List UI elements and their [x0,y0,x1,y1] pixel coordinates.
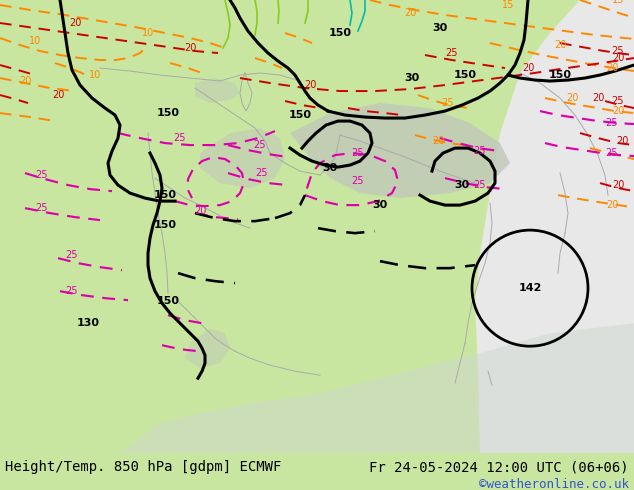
Text: 25: 25 [36,203,48,213]
Text: 20: 20 [194,206,206,216]
Text: 30: 30 [455,180,470,190]
Text: 25: 25 [256,168,268,178]
Text: 150: 150 [153,220,176,230]
Text: 20: 20 [612,180,624,190]
Text: 150: 150 [328,28,351,38]
Text: 20: 20 [554,40,566,50]
Text: 25: 25 [352,176,365,186]
Text: 20: 20 [52,90,64,100]
Text: 25: 25 [474,180,486,190]
Text: 30: 30 [404,73,420,83]
Polygon shape [475,0,634,453]
Polygon shape [200,128,285,188]
Text: 20: 20 [19,76,31,86]
Text: 130: 130 [77,318,100,328]
Text: 150: 150 [157,108,179,118]
Text: 30: 30 [372,200,387,210]
Text: 15: 15 [502,0,514,10]
Text: 20: 20 [606,63,618,73]
Text: 25: 25 [446,48,458,58]
Text: 142: 142 [519,283,541,293]
Text: 150: 150 [453,70,477,80]
Text: 30: 30 [432,23,448,33]
Text: 25: 25 [605,148,618,158]
Text: 150: 150 [548,70,571,80]
Text: 25: 25 [605,118,618,128]
Text: 30: 30 [322,163,338,173]
Text: 150: 150 [157,296,179,306]
Text: 150: 150 [288,110,311,120]
Text: 25: 25 [254,140,266,150]
Text: 20: 20 [616,136,628,146]
Text: 25: 25 [442,98,454,108]
Polygon shape [195,78,240,103]
Text: 25: 25 [174,133,186,143]
Text: 20: 20 [404,8,416,18]
Text: 10: 10 [142,28,154,38]
Polygon shape [120,323,634,453]
Text: 10: 10 [89,70,101,80]
Text: 20: 20 [184,43,196,53]
Polygon shape [185,328,230,368]
Text: 150: 150 [153,190,176,200]
Text: 25: 25 [352,148,365,158]
Text: Fr 24-05-2024 12:00 UTC (06+06): Fr 24-05-2024 12:00 UTC (06+06) [369,460,629,474]
Text: 10: 10 [29,36,41,46]
Polygon shape [290,103,510,198]
Text: 20: 20 [522,63,534,73]
Text: 15: 15 [612,0,624,5]
Text: 25: 25 [66,286,78,296]
Text: 25: 25 [474,146,486,156]
Text: 25: 25 [36,170,48,180]
Text: 20: 20 [566,93,578,103]
Text: 25: 25 [612,46,624,56]
Text: 25: 25 [66,250,78,260]
Text: 25: 25 [612,96,624,106]
Text: 20: 20 [606,200,618,210]
Text: ©weatheronline.co.uk: ©weatheronline.co.uk [479,478,629,490]
Text: 20: 20 [612,106,624,116]
Text: 20: 20 [432,136,444,146]
Text: Height/Temp. 850 hPa [gdpm] ECMWF: Height/Temp. 850 hPa [gdpm] ECMWF [5,460,281,474]
Text: 20: 20 [612,53,624,63]
Text: 20: 20 [592,93,604,103]
Text: 20: 20 [69,18,81,28]
Text: 20: 20 [304,80,316,90]
